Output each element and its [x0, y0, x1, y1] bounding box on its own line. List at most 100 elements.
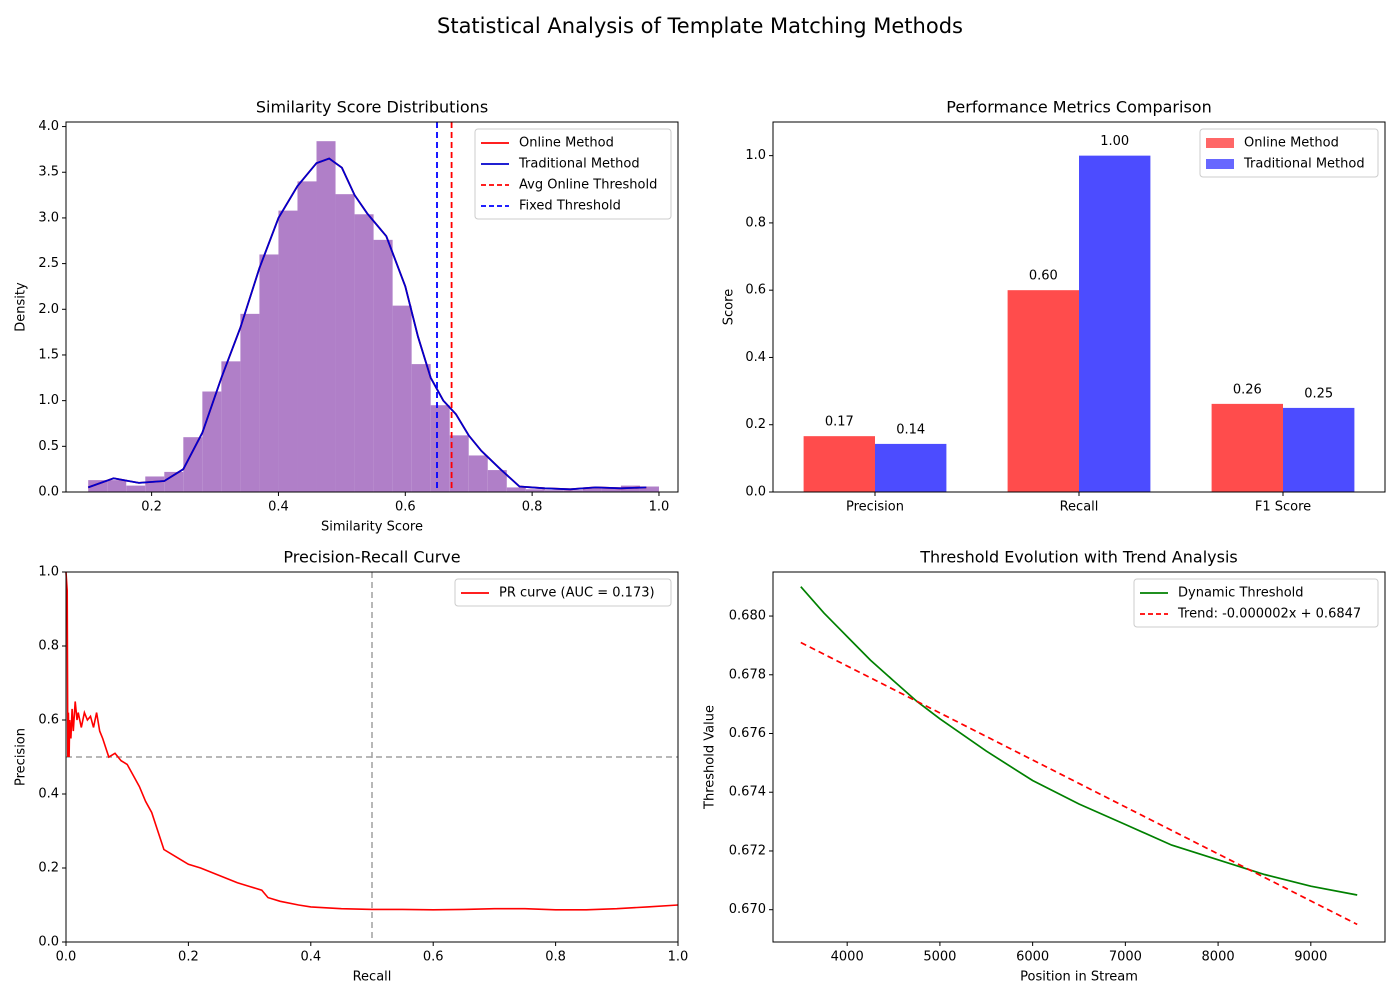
pr-legend-box [454, 578, 672, 607]
dist-histogram-bar [221, 361, 241, 492]
dist-histogram-bar [430, 405, 450, 492]
dist-histogram-bar [88, 480, 108, 492]
dist-ytick-label: 3.0 [38, 210, 59, 225]
threshold-legend-label: Dynamic Threshold [1178, 586, 1304, 601]
metrics-bar-value-label: 0.17 [825, 415, 854, 430]
metrics-legend-swatch [1206, 159, 1234, 169]
dist-ytick-label: 2.0 [38, 302, 59, 317]
pr-ytick-label: 0.6 [38, 713, 59, 728]
metrics-title: Performance Metrics Comparison [946, 98, 1211, 117]
pr-ylabel: Precision [14, 728, 29, 786]
dist-histogram-bar [601, 487, 621, 492]
dist-histogram-bar [468, 455, 488, 492]
dist-series-line-1 [87, 157, 647, 491]
pr-axes-frame [65, 571, 679, 943]
dist-histogram-bar [297, 181, 317, 492]
dist-xlabel: Similarity Score [321, 520, 423, 535]
threshold-ytick-label: 0.676 [729, 726, 766, 741]
dist-histogram-bar [506, 487, 526, 492]
metrics-bar [1007, 290, 1079, 492]
dist-title: Similarity Score Distributions [256, 98, 488, 117]
threshold-xtick-label: 6000 [1016, 950, 1049, 965]
threshold-ytick-label: 0.678 [729, 667, 766, 682]
metrics-bar-value-label: 0.60 [1029, 269, 1058, 284]
metrics-category-label: F1 Score [1255, 500, 1311, 515]
threshold-axes-frame [772, 571, 1386, 943]
metrics-legend-swatch [1206, 138, 1234, 148]
dist-xtick-label: 0.6 [395, 500, 416, 515]
metrics-category-label: Precision [846, 500, 904, 515]
dist-xtick-label: 0.2 [141, 500, 162, 515]
dist-ytick-label: 3.5 [38, 165, 59, 180]
metrics-bar-value-label: 0.14 [896, 422, 925, 437]
dist-histogram-bar [449, 435, 469, 492]
threshold-ytick-label: 0.670 [729, 902, 766, 917]
pr-ytick-label: 0.8 [38, 639, 59, 654]
metrics-ytick-label: 0.4 [745, 350, 766, 365]
pr-ytick-label: 0.2 [38, 861, 59, 876]
dist-legend-label: Traditional Method [518, 157, 640, 172]
dist-ylabel: Density [14, 282, 29, 332]
metrics-legend-label: Traditional Method [1243, 157, 1365, 172]
threshold-ytick-label: 0.674 [729, 785, 766, 800]
pr-xtick-label: 1.0 [668, 950, 689, 965]
pr-curve-line [65, 571, 679, 911]
threshold-series-line-1 [800, 641, 1358, 926]
dist-histogram-bar [582, 488, 602, 492]
metrics-bar [1283, 407, 1355, 492]
dist-legend-box [474, 128, 672, 220]
metrics-ytick-label: 1.0 [745, 148, 766, 163]
metrics-bar [875, 443, 947, 492]
dist-histogram-bar [544, 490, 564, 492]
pr-xtick-label: 0.6 [423, 950, 444, 965]
pr-xtick-label: 0.0 [56, 950, 77, 965]
dist-ytick-label: 1.5 [38, 347, 59, 362]
threshold-xtick-label: 8000 [1202, 950, 1235, 965]
dist-legend-label: Avg Online Threshold [519, 178, 657, 193]
dist-histogram-bar [164, 471, 184, 492]
metrics-bar-value-label: 0.26 [1233, 382, 1262, 397]
threshold-xlabel: Position in Stream [1020, 970, 1138, 985]
threshold-legend-box [1133, 578, 1379, 628]
dist-ytick-label: 1.0 [38, 393, 59, 408]
dist-axes-frame [65, 121, 679, 493]
dist-histogram-bar [563, 490, 583, 492]
pr-ytick-label: 0.0 [38, 935, 59, 950]
pr-legend-label: PR curve (AUC = 0.173) [499, 586, 655, 601]
threshold-ytick-label: 0.672 [729, 843, 766, 858]
dist-histogram-bar [183, 437, 203, 492]
metrics-bar-value-label: 1.00 [1100, 134, 1129, 149]
dist-legend-label: Online Method [519, 136, 614, 151]
metrics-bar-value-label: 0.25 [1304, 386, 1333, 401]
dist-histogram-bar [126, 485, 146, 492]
pr-ytick-label: 1.0 [38, 565, 59, 580]
dist-histogram-bar [316, 141, 336, 492]
dist-ytick-label: 4.0 [38, 119, 59, 134]
pr-ytick-label: 0.4 [38, 787, 59, 802]
figure-title: Statistical Analysis of Template Matchin… [437, 14, 963, 38]
metrics-bar [803, 436, 875, 492]
metrics-ylabel: Score [722, 289, 737, 325]
dist-histogram-bar [354, 214, 374, 492]
metrics-bar [1079, 155, 1151, 493]
dist-histogram-bar [107, 480, 127, 492]
dist-histogram-bar [487, 470, 507, 492]
threshold-title: Threshold Evolution with Trend Analysis [919, 548, 1237, 567]
dist-histogram-bar [639, 486, 659, 492]
pr-xtick-label: 0.4 [300, 950, 321, 965]
threshold-legend-label: Trend: -0.000002x + 0.6847 [1177, 607, 1361, 622]
dist-histogram-bar [240, 313, 260, 492]
dist-histogram-bar [525, 489, 545, 492]
metrics-legend-label: Online Method [1244, 136, 1339, 151]
pr-xtick-label: 0.2 [178, 950, 199, 965]
threshold-ylabel: Threshold Value [703, 705, 718, 810]
dist-histogram-bar [278, 210, 298, 492]
metrics-ytick-label: 0.8 [745, 215, 766, 230]
pr-xtick-label: 0.8 [545, 950, 566, 965]
threshold-ytick-label: 0.680 [729, 609, 766, 624]
dist-histogram-bar [259, 254, 279, 492]
dist-xtick-label: 0.4 [268, 500, 289, 515]
dist-ytick-label: 0.0 [38, 485, 59, 500]
metrics-axes-frame [772, 121, 1386, 493]
threshold-xtick-label: 5000 [923, 950, 956, 965]
